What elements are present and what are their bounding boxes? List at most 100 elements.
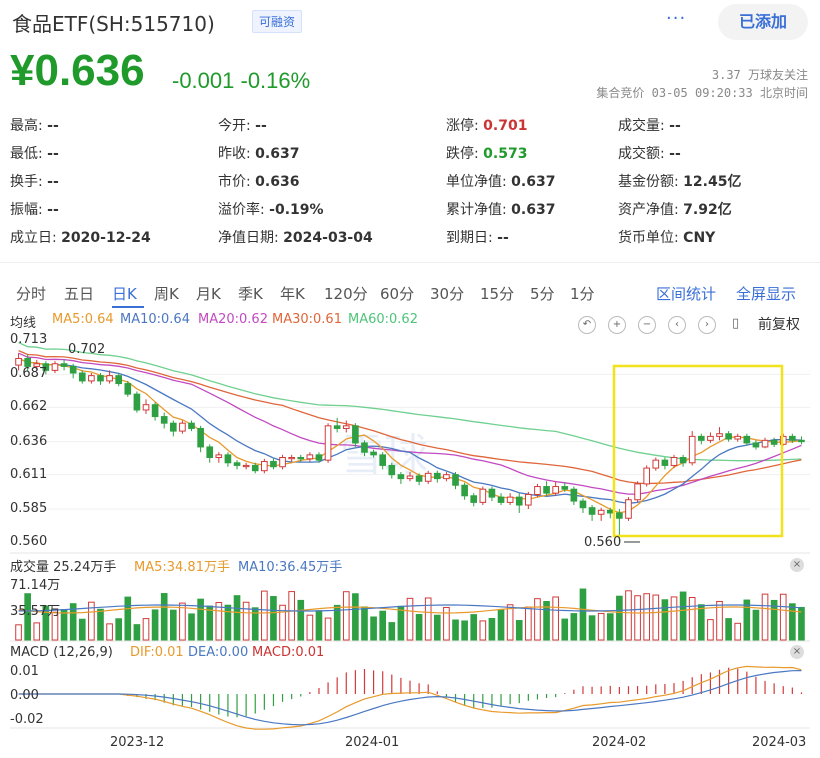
active-tab-underline	[112, 306, 144, 308]
volume-bar	[515, 620, 523, 641]
volume-bar	[789, 603, 796, 641]
volume-bar	[452, 619, 459, 641]
candle	[151, 404, 159, 418]
stat-item: 涨停: 0.701	[446, 115, 527, 135]
tab-11[interactable]: 5分	[530, 285, 555, 303]
stat-label: 最高:	[10, 118, 43, 134]
volume-bar	[716, 600, 723, 641]
candle	[697, 435, 705, 441]
candle	[506, 496, 514, 503]
candle	[97, 375, 104, 382]
stat-value: --	[47, 202, 59, 218]
candle	[233, 462, 241, 466]
volume-bar	[215, 602, 223, 641]
stat-label: 累计净值:	[446, 202, 507, 218]
price-axis-label: 0.585	[10, 500, 48, 516]
fullscreen-link[interactable]: 全屏显示	[736, 285, 797, 303]
margin-badge: 可融资	[252, 10, 303, 33]
added-button[interactable]: 已添加	[718, 4, 808, 40]
volume-bar	[752, 609, 760, 641]
candle	[752, 442, 760, 448]
zoom-in-icon[interactable]: +	[608, 316, 626, 334]
volume-bar	[679, 591, 687, 641]
volume-bar	[743, 599, 751, 641]
volume-bar	[224, 604, 232, 641]
volume-bar	[261, 590, 268, 641]
zoom-out-icon[interactable]: −	[638, 316, 656, 334]
macd-legend-item: MACD (12,26,9)	[10, 645, 113, 660]
tab-9[interactable]: 30分	[430, 285, 465, 303]
volume-bar	[78, 618, 86, 641]
candle	[88, 375, 95, 382]
candle	[124, 383, 132, 395]
tab-10[interactable]: 15分	[480, 285, 515, 303]
stat-value: --	[255, 118, 267, 134]
volume-bar	[433, 614, 441, 641]
stat-value: 2024-03-04	[283, 230, 373, 246]
tab-4[interactable]: 月K	[196, 285, 221, 303]
tab-0[interactable]: 分时	[16, 285, 47, 303]
candle	[42, 363, 50, 371]
candle	[24, 357, 31, 367]
stat-value: 0.636	[255, 174, 300, 190]
volume-bar	[370, 616, 377, 641]
macd-axis-zero: 0.00	[10, 688, 39, 703]
candle	[51, 363, 59, 371]
volume-bar	[33, 622, 41, 641]
candle	[297, 457, 305, 460]
stat-item: 货币单位: CNY	[618, 227, 715, 247]
stat-item: 基金份额: 12.45亿	[618, 171, 741, 191]
next-icon[interactable]: ›	[698, 316, 716, 334]
volume-bar	[497, 609, 505, 641]
price-axis-label: 0.687	[10, 366, 48, 382]
tab-5[interactable]: 季K	[238, 285, 263, 303]
tab-3[interactable]: 周K	[154, 285, 179, 303]
stat-value: 0.637	[255, 146, 300, 162]
volume-bar	[443, 606, 450, 641]
undo-icon[interactable]: ↶	[578, 316, 596, 334]
macd-axis-top: 0.01	[10, 664, 39, 679]
volume-close-icon[interactable]: ×	[790, 558, 804, 572]
volume-bar	[297, 599, 305, 641]
candle	[470, 495, 478, 503]
tab-1[interactable]: 五日	[64, 285, 95, 303]
tab-8[interactable]: 60分	[380, 285, 415, 303]
volume-bar	[270, 596, 277, 641]
volume-bar	[197, 598, 204, 641]
volume-bar	[133, 624, 141, 641]
stat-value: 2020-12-24	[61, 230, 151, 246]
macd-close-icon[interactable]: ×	[790, 645, 804, 659]
more-icon[interactable]: ···	[666, 8, 687, 29]
stat-item: 跌停: 0.573	[446, 143, 527, 163]
candle	[279, 457, 286, 468]
volume-bar	[688, 597, 696, 641]
volume-bar	[652, 594, 660, 641]
candle	[606, 509, 614, 514]
tab-12[interactable]: 1分	[570, 285, 595, 303]
volume-bar	[142, 618, 150, 641]
adjust-label[interactable]: 前复权	[758, 317, 800, 333]
prev-icon[interactable]: ‹	[668, 316, 686, 334]
candle	[725, 433, 732, 440]
candle	[561, 486, 569, 490]
volume-bar	[643, 593, 651, 641]
volume-bar	[397, 605, 405, 641]
candle	[716, 433, 723, 437]
candle	[78, 372, 86, 382]
ma30-line	[18, 350, 802, 485]
volume-bar	[379, 610, 387, 641]
volume-bar	[179, 602, 186, 641]
date-label: 2024-01	[345, 735, 400, 750]
volume-bar	[461, 620, 468, 641]
tab-6[interactable]: 年K	[280, 285, 305, 303]
range-stats-link[interactable]: 区间统计	[656, 285, 717, 303]
stat-item: 净值日期: 2024-03-04	[218, 227, 373, 247]
candle	[534, 486, 541, 495]
tab-7[interactable]: 120分	[324, 285, 368, 303]
tab-2[interactable]: 日K	[112, 285, 137, 303]
stat-label: 最低:	[10, 146, 43, 162]
candle	[179, 422, 186, 432]
candle-type-icon[interactable]: ▯	[732, 316, 740, 331]
ma-label: 均线	[10, 316, 37, 331]
